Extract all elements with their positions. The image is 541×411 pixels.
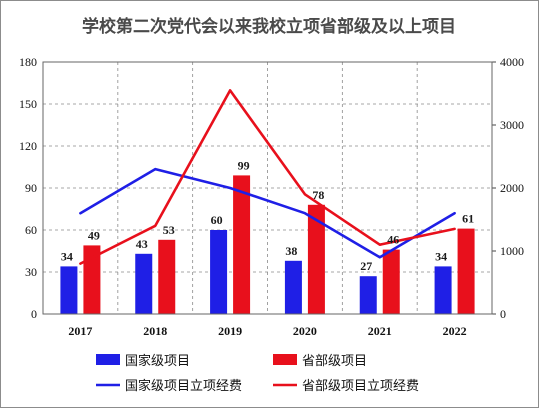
data-label: 99 bbox=[238, 158, 250, 172]
legend-label: 省部级项目立项经费 bbox=[302, 379, 419, 394]
legend-label: 国家级项目立项经费 bbox=[125, 378, 242, 394]
legend-label: 省部级项目 bbox=[302, 354, 367, 369]
y-right-tick-label: 4000 bbox=[500, 55, 524, 69]
y-right-tick-label: 0 bbox=[500, 307, 506, 321]
data-label: 34 bbox=[61, 249, 73, 263]
bar-国家级项目-2017 bbox=[60, 266, 78, 314]
y-right-tick-label: 2000 bbox=[500, 181, 524, 195]
y-left-tick-label: 120 bbox=[19, 139, 37, 153]
bar-国家级项目-2019 bbox=[210, 230, 228, 314]
bar-国家级项目-2018 bbox=[135, 253, 153, 314]
data-label: 46 bbox=[387, 233, 399, 247]
bar-省部级项目-2018 bbox=[158, 239, 176, 314]
x-tick-label: 2018 bbox=[143, 324, 167, 338]
data-labels: 34 43 60 38 27 34 49 53 99 78 46 61 bbox=[61, 158, 474, 273]
data-label: 27 bbox=[360, 259, 372, 273]
bars bbox=[60, 175, 475, 314]
x-tick-label: 2017 bbox=[68, 324, 92, 338]
y-left-tick-label: 150 bbox=[19, 97, 37, 111]
legend-label: 国家级项目 bbox=[125, 353, 190, 369]
data-label: 38 bbox=[285, 244, 297, 258]
y-right-tick-label: 1000 bbox=[500, 244, 524, 258]
y-left-tick-label: 0 bbox=[31, 307, 37, 321]
y-left-tick-label: 60 bbox=[25, 223, 37, 237]
bar-国家级项目-2020 bbox=[284, 260, 302, 314]
data-label: 60 bbox=[211, 213, 223, 227]
x-tick-label: 2022 bbox=[443, 324, 467, 338]
y-right-tick-label: 3000 bbox=[500, 118, 524, 132]
bar-省部级项目-2020 bbox=[307, 204, 325, 314]
line-省部级项目立项经费 bbox=[79, 89, 456, 265]
data-label: 53 bbox=[163, 223, 175, 237]
bar-省部级项目-2021 bbox=[382, 249, 400, 314]
line-国家级项目立项经费 bbox=[79, 167, 456, 259]
data-label: 43 bbox=[136, 237, 148, 251]
bar-省部级项目-2022 bbox=[457, 228, 475, 314]
axes: 0 30 60 90 120 150 180 0 1000 2000 3000 4000 2017 201… bbox=[19, 55, 524, 338]
legend-swatch bbox=[273, 354, 297, 365]
y-left-tick-label: 30 bbox=[25, 265, 37, 279]
data-label: 61 bbox=[462, 212, 474, 226]
legend-swatch bbox=[96, 354, 120, 365]
y-left-tick-label: 180 bbox=[19, 55, 37, 69]
x-tick-label: 2019 bbox=[218, 324, 242, 338]
y-left-tick-label: 90 bbox=[25, 181, 37, 195]
data-label: 49 bbox=[88, 228, 100, 242]
x-tick-label: 2021 bbox=[368, 324, 392, 338]
grid bbox=[43, 61, 492, 314]
bar-省部级项目-2017 bbox=[83, 245, 101, 314]
plot-border bbox=[42, 61, 493, 315]
x-tick-label: 2020 bbox=[293, 324, 317, 338]
bar-国家级项目-2021 bbox=[359, 276, 377, 314]
data-label: 34 bbox=[435, 249, 447, 263]
bar-省部级项目-2019 bbox=[233, 175, 251, 314]
lines bbox=[79, 89, 456, 265]
data-label: 78 bbox=[312, 188, 324, 202]
chart-title: 学校第二次党代会以来我校立项省部级及以上项目 bbox=[82, 16, 456, 37]
bar-国家级项目-2022 bbox=[434, 266, 452, 314]
